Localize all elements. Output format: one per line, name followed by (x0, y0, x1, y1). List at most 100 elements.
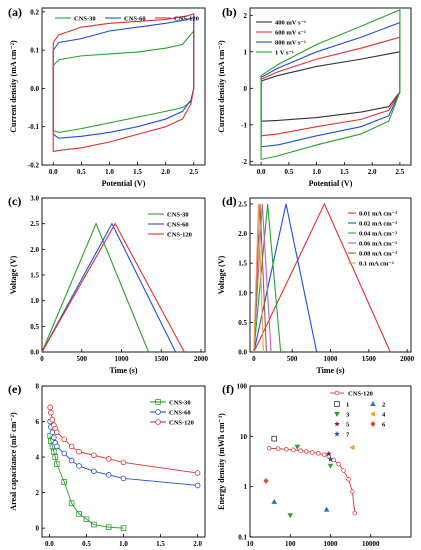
y-tick-label: 0.1 (30, 47, 39, 55)
y-tick-label: -1 (241, 121, 247, 129)
x-tick-label: 2.5 (396, 168, 405, 176)
y-tick-label: -0.1 (28, 123, 40, 131)
y-tick-label: -2 (241, 158, 247, 166)
y-tick-label: 0.0 (238, 349, 247, 357)
x-axis-label: Time (s) (109, 366, 137, 375)
chart-panel-2: (b) 0.0 0.5 1.0 1.5 2.0 2.5 -2 -1 0 1 2 Potential (V… (217, 5, 412, 188)
x-tick-label: 0 (252, 355, 256, 363)
legend-label: CNS-30 (74, 15, 96, 22)
y-axis-label: Voltage (V) (9, 255, 18, 294)
series-1 (41, 222, 150, 353)
series-2 (47, 418, 201, 489)
data-point (61, 450, 68, 457)
legend-label: CNS-120 (167, 231, 192, 238)
series-3 (52, 12, 195, 153)
data-point (105, 456, 112, 462)
series-line (269, 447, 356, 514)
data-point (194, 482, 201, 489)
data-point (49, 416, 56, 423)
y-tick-label: 0 (244, 85, 248, 93)
panel-letter: (e) (8, 382, 21, 396)
legend-label: 3 (346, 411, 350, 418)
data-point (346, 477, 351, 482)
y-tick-label: 0.1 (238, 534, 247, 542)
data-point (336, 461, 341, 467)
series-6 (253, 203, 264, 353)
series-line (41, 222, 185, 353)
data-point (266, 445, 272, 451)
legend-label: 0.01 mA cm⁻² (359, 210, 397, 217)
data-point (105, 472, 112, 478)
x-tick-label: 1500 (362, 355, 377, 363)
series-7 (263, 477, 269, 484)
legend-label: CNS-60 (169, 409, 191, 416)
series-3 (41, 222, 185, 353)
data-point (263, 477, 269, 484)
legend-label: 5 (346, 421, 350, 428)
data-point (271, 435, 278, 442)
series-line (253, 203, 282, 353)
y-tick-label: 2.5 (238, 200, 247, 208)
data-point (68, 500, 75, 507)
data-point (51, 448, 57, 455)
data-point (91, 521, 97, 528)
legend-label: 0.02 mA cm⁻² (359, 220, 397, 227)
panel-letter: (c) (8, 194, 21, 208)
y-tick-label: 3.0 (30, 195, 39, 203)
x-tick-label: 2.0 (161, 168, 170, 176)
data-point (194, 470, 201, 476)
x-tick-label: 1000 (324, 355, 339, 363)
y-tick-label: 2.0 (30, 246, 39, 254)
legend-label: 600 mV s⁻¹ (275, 29, 306, 36)
y-tick-label: 0.2 (30, 8, 39, 16)
panel-letter: (b) (222, 5, 237, 19)
data-point (304, 449, 309, 454)
legend-marker (155, 399, 161, 405)
legend-label: CNS-30 (169, 399, 191, 406)
x-tick-label: 1.5 (340, 168, 349, 176)
chart-panel-4: (d) 0 500 1000 1500 2000 0.0 0.5 1.0 1.5 2.0 2.5 Tim… (217, 194, 415, 375)
x-tick-label: 1000 (115, 355, 130, 363)
x-tick-label: 2.0 (193, 540, 202, 548)
legend-label: 2 (382, 401, 385, 408)
legend-label: 0.04 mA cm⁻² (359, 230, 397, 237)
y-axis-label: Voltage (V) (217, 255, 226, 294)
series-line (253, 202, 391, 353)
data-point (76, 448, 82, 455)
data-point (309, 450, 315, 455)
series-3 (253, 203, 282, 353)
x-axis-label: Potential (V) (102, 179, 146, 188)
legend-marker (370, 421, 376, 427)
panel-letter: (d) (222, 194, 237, 208)
y-tick-label: 4 (36, 454, 40, 462)
data-point (68, 443, 75, 450)
data-point (284, 447, 289, 452)
x-tick-label: 0.0 (49, 168, 58, 176)
legend-marker (155, 419, 161, 425)
y-tick-label: 0 (36, 525, 40, 533)
legend-label: CNS-30 (167, 211, 189, 218)
legend-label: CNS-120 (174, 15, 199, 22)
series-line (49, 435, 124, 529)
data-point (325, 450, 332, 457)
legend-marker (334, 390, 340, 396)
legend-label: CNS-60 (124, 15, 146, 22)
series-4 (260, 9, 401, 161)
data-point (271, 498, 278, 504)
y-tick-label: 1.0 (238, 289, 247, 297)
data-point (54, 429, 60, 435)
data-point (341, 468, 346, 473)
legend: CNS-30 CNS-60 CNS-120 (55, 15, 199, 22)
legend-marker (334, 401, 340, 407)
x-tick-label: 0.5 (77, 168, 86, 176)
data-point (83, 516, 90, 523)
data-point (91, 468, 97, 475)
data-point (47, 404, 53, 411)
legend-label: 7 (346, 431, 350, 438)
x-tick-label: 1.0 (105, 168, 114, 176)
data-point (291, 447, 296, 453)
series-line (253, 203, 264, 353)
y-tick-label: -0.2 (28, 162, 40, 170)
x-tick-label: 0.5 (284, 168, 293, 176)
series-line (41, 222, 150, 353)
